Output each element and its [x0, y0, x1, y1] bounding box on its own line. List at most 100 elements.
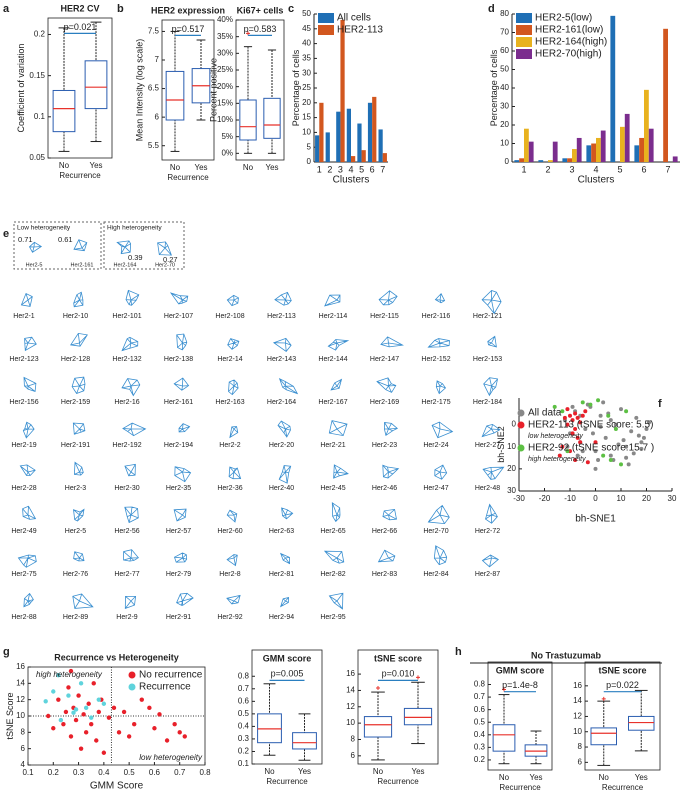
x-axis-label: Recurrence [59, 171, 101, 180]
annotation: low heterogeneity [139, 753, 203, 762]
sample-label: Her2-101 [112, 313, 141, 320]
point [164, 738, 170, 743]
sample-label: Her2-114 [319, 313, 348, 320]
glyph [116, 240, 132, 255]
glyph [481, 423, 501, 438]
legend-marker [128, 671, 136, 679]
x-axis-label: GMM Score [90, 781, 144, 792]
p-value: p=0.583 [244, 24, 277, 34]
x-tick-label: 0.8 [199, 768, 211, 777]
legend-swatch [318, 13, 334, 23]
legend-marker [517, 409, 525, 417]
glyph [73, 508, 85, 522]
sample-label: Her2-94 [269, 614, 294, 621]
glyph [73, 239, 88, 252]
y-tick-label: 0.6 [474, 705, 486, 714]
point [565, 444, 570, 449]
point [73, 717, 79, 723]
glyph [434, 464, 448, 480]
sample-label: Her2-116 [422, 313, 451, 320]
sample-label: Her2-21 [320, 442, 345, 449]
panel-label: g [3, 646, 10, 658]
x-tick-label: 0 [593, 494, 598, 503]
p-value: p=0.010 [382, 669, 415, 679]
x-axis-label: Recurrence [266, 777, 308, 786]
glyph [278, 378, 299, 395]
x-tick-label: Yes [194, 163, 207, 172]
point [624, 444, 629, 449]
sample-label: Her2-76 [63, 571, 88, 578]
sample-label: Her2-72 [475, 528, 500, 535]
glyph-label: Her2-70 [155, 262, 175, 268]
glyph [174, 466, 192, 483]
sample-label: Her2-9 [116, 614, 138, 621]
glyph [124, 596, 137, 609]
point [603, 435, 608, 440]
legend-label: No recurrence [139, 670, 203, 681]
box [84, 60, 108, 110]
sample-label: Her2-138 [164, 356, 193, 363]
point [68, 668, 74, 674]
point [590, 431, 595, 436]
legend-swatch [516, 37, 532, 47]
x-tick-label: -10 [564, 494, 576, 503]
sample-label: Her2-191 [61, 442, 90, 449]
y-tick-label: 15 [302, 113, 311, 122]
y-tick-label: 8 [578, 742, 583, 751]
glyph [73, 291, 84, 308]
axes-frame [161, 19, 215, 161]
point [56, 697, 61, 702]
box [363, 716, 393, 738]
legend-marker [517, 444, 525, 452]
glyph [382, 464, 400, 479]
point [83, 730, 89, 735]
y-tick-label: 40% [217, 15, 233, 24]
legend-swatch [318, 25, 334, 35]
x-axis-label: Recurrence [499, 783, 541, 792]
y-tick-label: 6 [155, 112, 160, 121]
bar [567, 158, 572, 162]
y-tick-label: 10% [217, 115, 233, 124]
bar [346, 108, 351, 162]
x-tick-label: Yes [411, 767, 424, 776]
glyph [123, 549, 140, 562]
y-tick-label: 14 [16, 678, 25, 687]
point [631, 451, 636, 456]
sample-label: Her2-175 [421, 399, 450, 406]
bar [514, 160, 520, 162]
glyph [274, 291, 292, 306]
point [619, 407, 623, 412]
point [608, 418, 613, 423]
x-axis-label: Recurrence [377, 777, 419, 786]
chart-title: Ki67+ cells [237, 5, 284, 15]
glyph [228, 379, 239, 396]
y-tick-label: 30 [302, 68, 311, 77]
point [601, 453, 606, 458]
sample-label: Her2-152 [421, 356, 450, 363]
point [565, 407, 570, 412]
glyph [122, 422, 147, 437]
glyph [226, 509, 238, 523]
y-tick-label: 10 [302, 128, 311, 137]
x-tick-label: No [170, 163, 181, 172]
point [580, 449, 585, 454]
glyph [178, 423, 191, 433]
glyph [121, 336, 139, 352]
annotation: high heterogeneity [36, 670, 103, 679]
sample-label: Her2-88 [11, 614, 36, 621]
sample-label: Her2-5 [65, 528, 87, 535]
point [61, 721, 66, 727]
point [111, 705, 117, 711]
point [639, 440, 644, 445]
sample-label: Her2-115 [370, 313, 399, 320]
sample-label: Her2-10 [63, 313, 88, 320]
glyph [173, 508, 187, 522]
y-tick-label: 0.7 [474, 692, 486, 701]
point [58, 717, 64, 723]
legend-note: low heterogeneity [528, 433, 583, 440]
glyph [487, 335, 497, 348]
outlier [376, 685, 380, 690]
bar [596, 137, 601, 162]
x-tick-label: 0.3 [73, 768, 85, 777]
